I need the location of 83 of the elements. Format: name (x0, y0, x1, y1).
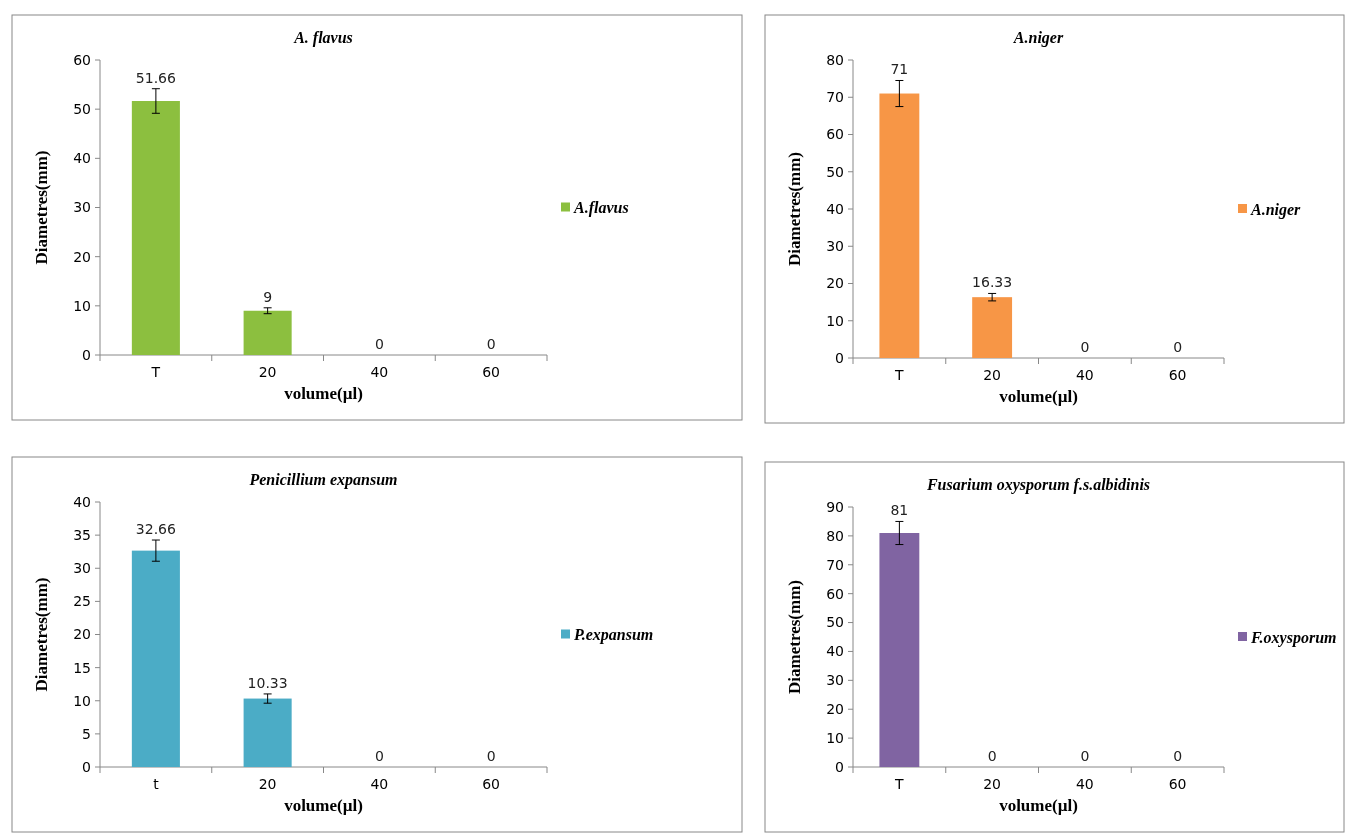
x-axis-title: volume(µl) (284, 384, 363, 403)
x-tick-label: 20 (983, 367, 1002, 383)
legend-label: A.niger (1250, 200, 1302, 219)
y-tick-label: 0 (835, 349, 844, 366)
x-tick-label: 20 (258, 364, 277, 380)
data-label: 0 (1080, 748, 1090, 764)
x-tick-label: 40 (1075, 367, 1094, 383)
data-label: 9 (263, 288, 273, 305)
data-label: 0 (1173, 339, 1183, 355)
y-tick-label: 30 (826, 672, 844, 689)
y-tick-label: 30 (73, 560, 91, 577)
y-tick-label: 5 (82, 725, 91, 742)
y-tick-label: 50 (826, 163, 844, 180)
y-tick-label: 70 (826, 89, 844, 106)
data-label: 32.66 (135, 521, 176, 538)
y-tick-label: 0 (82, 346, 91, 363)
x-tick-label: T (894, 367, 905, 383)
chart-title: A.niger (1012, 29, 1064, 47)
data-label: 81 (890, 502, 909, 519)
data-label: 0 (486, 336, 496, 352)
y-tick-label: 40 (826, 643, 844, 660)
y-tick-label: 60 (826, 126, 844, 143)
x-axis-title: volume(µl) (999, 387, 1078, 406)
x-tick-label: 60 (482, 776, 501, 792)
data-label: 0 (486, 748, 496, 764)
y-tick-label: 80 (826, 527, 844, 544)
x-tick-label: T (894, 776, 905, 792)
y-tick-label: 0 (835, 758, 844, 775)
data-label: 0 (1173, 748, 1183, 764)
y-tick-label: 70 (826, 556, 844, 573)
y-tick-label: 10 (73, 297, 91, 314)
x-tick-label: T (150, 364, 161, 380)
y-tick-label: 35 (73, 527, 91, 544)
y-tick-label: 50 (73, 101, 91, 118)
x-tick-label: 40 (370, 776, 389, 792)
x-axis-title: volume(µl) (284, 796, 363, 815)
y-tick-label: 20 (73, 248, 91, 265)
y-tick-label: 10 (826, 312, 844, 329)
chart-title: Penicillium expansum (248, 471, 398, 489)
y-tick-label: 90 (826, 498, 844, 515)
data-label: 51.66 (135, 69, 176, 86)
data-label: 0 (374, 336, 384, 352)
y-tick-label: 80 (826, 51, 844, 68)
y-tick-label: 60 (73, 51, 91, 68)
x-axis-title: volume(µl) (999, 796, 1078, 815)
y-axis-title: Diametres(mm) (32, 150, 51, 265)
x-tick-label: 60 (482, 364, 501, 380)
y-tick-label: 20 (73, 626, 91, 643)
x-tick-label: 20 (258, 776, 277, 792)
y-tick-label: 15 (73, 659, 91, 676)
legend-label: A.flavus (573, 199, 629, 218)
data-label: 0 (374, 748, 384, 764)
legend-label: P.expansum (573, 626, 654, 645)
y-tick-label: 20 (826, 275, 844, 292)
y-tick-label: 30 (73, 199, 91, 216)
y-tick-label: 0 (82, 758, 91, 775)
data-label: 10.33 (247, 674, 288, 691)
y-tick-label: 60 (826, 585, 844, 602)
x-tick-label: 60 (1168, 367, 1187, 383)
legend-label: F.oxysporum (1250, 628, 1337, 647)
y-tick-label: 40 (73, 150, 91, 167)
y-tick-label: 40 (826, 200, 844, 217)
chart-title: Fusarium oxysporum f.s.albidinis (925, 476, 1151, 494)
data-label: 0 (1080, 339, 1090, 355)
y-tick-label: 10 (826, 730, 844, 747)
y-tick-label: 40 (73, 493, 91, 510)
y-axis-title: Diametres(mm) (32, 577, 51, 692)
x-tick-label: 40 (1075, 776, 1094, 792)
data-label: 16.33 (972, 274, 1013, 291)
y-tick-label: 50 (826, 614, 844, 631)
x-tick-label: 20 (983, 776, 1002, 792)
chart-title: A. flavus (293, 29, 353, 47)
y-axis-title: Diametres(mm) (785, 152, 804, 266)
x-tick-label: 60 (1168, 776, 1187, 792)
y-tick-label: 20 (826, 701, 844, 718)
y-tick-label: 30 (826, 238, 844, 255)
y-axis-title: Diametres(mm) (785, 580, 804, 694)
x-tick-label: t (153, 776, 160, 792)
data-label: 0 (987, 748, 997, 764)
y-tick-label: 25 (73, 593, 91, 610)
data-label: 71 (890, 61, 909, 78)
y-tick-label: 10 (73, 692, 91, 709)
x-tick-label: 40 (370, 364, 389, 380)
